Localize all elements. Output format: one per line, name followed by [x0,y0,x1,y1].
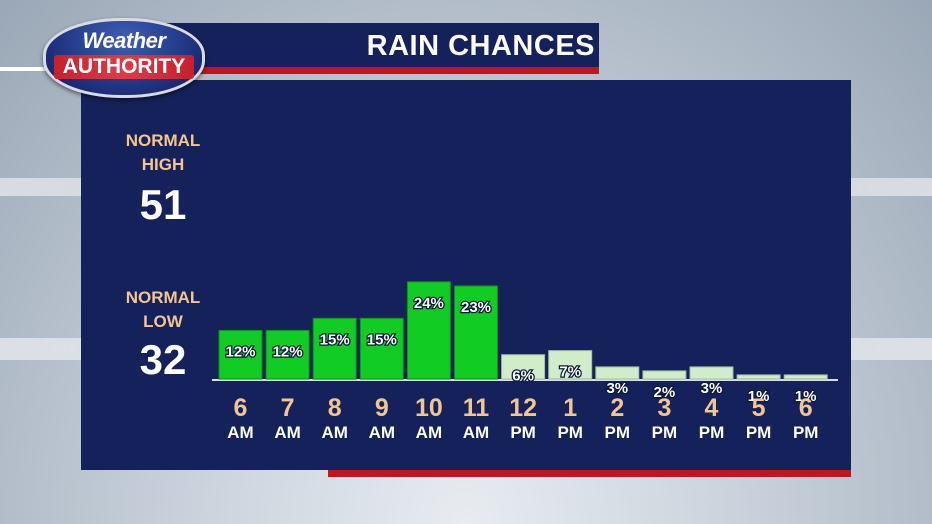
normal-high-label-line2: HIGH [141,155,185,174]
normal-low-label-line1: NORMAL [125,288,201,307]
logo-accent-line [0,67,50,71]
x-tick-period: AM [463,423,489,442]
x-tick-hour: 2 [610,394,624,422]
x-tick-hour: 6 [799,394,813,422]
bar-data-label: 12% [225,343,255,360]
bar-3 [359,317,404,380]
bar-9 [642,370,687,380]
page-title: RAIN CHANCES [366,30,595,62]
bar-data-label: 3% [701,380,723,397]
x-tick-period: PM [510,423,536,442]
x-tick-period: AM [416,423,442,442]
bar-2 [312,317,357,380]
bar-data-label: 3% [606,380,628,397]
x-tick-period: AM [227,423,253,442]
bar-data-label: 15% [320,331,350,348]
bar-0 [218,329,263,380]
bar-data-label: 2% [654,384,676,401]
chart-baseline [212,379,838,381]
x-tick-hour: 12 [509,394,537,422]
bar-1 [265,329,310,380]
bottom-accent-stripe [328,470,851,477]
logo-text-weather: Weather [82,28,166,53]
bar-data-label: 24% [414,295,444,312]
bar-data-label: 12% [273,343,303,360]
logo-text-authority: AUTHORITY [54,55,194,79]
chart-panel [81,80,851,470]
x-tick-period: PM [793,423,819,442]
bar-data-label: 23% [461,299,491,316]
x-tick-period: PM [605,423,631,442]
bar-11 [736,374,781,380]
x-tick-hour: 7 [281,394,295,422]
weather-authority-logo: Weather AUTHORITY [43,18,205,98]
normal-low-value: 32 [139,336,187,383]
normal-high-label-line1: NORMAL [125,131,201,150]
normal-high-value: 51 [139,181,187,228]
x-tick-hour: 10 [415,394,443,422]
bar-12 [783,374,828,380]
x-tick-period: PM [699,423,725,442]
bar-7 [548,350,593,380]
x-tick-hour: 9 [375,394,389,422]
x-tick-period: PM [557,423,583,442]
x-tick-hour: 6 [234,394,248,422]
title-accent-stripe [81,67,599,74]
bar-10 [689,366,734,380]
x-tick-hour: 8 [328,394,342,422]
normal-low-label-line2: LOW [143,312,183,331]
x-tick-period: AM [369,423,395,442]
bar-data-label: 6% [512,368,534,385]
x-tick-hour: 4 [705,394,719,422]
bar-data-label: 15% [367,331,397,348]
x-tick-hour: 11 [463,394,490,422]
x-tick-period: PM [746,423,772,442]
bar-4 [406,281,451,380]
bar-data-label: 1% [795,388,817,405]
x-tick-period: PM [652,423,678,442]
x-tick-period: AM [274,423,300,442]
bar-6 [501,354,546,380]
bar-data-label: 1% [748,388,770,405]
x-tick-hour: 5 [752,394,766,422]
x-tick-hour: 3 [657,394,671,422]
x-tick-period: AM [321,423,347,442]
x-tick-hour: 1 [563,394,577,422]
bar-5 [454,285,498,380]
bar-8 [595,366,640,380]
bar-data-label: 7% [559,364,581,381]
